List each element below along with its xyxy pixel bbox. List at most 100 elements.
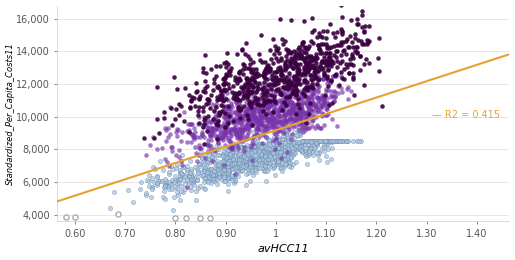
Point [292,87,300,91]
Point [200,118,209,122]
Point [244,165,252,169]
Point [187,177,195,181]
Point [307,102,315,106]
Point [322,60,330,64]
Point [311,126,319,130]
Point [301,110,309,114]
Point [208,129,216,133]
Point [253,84,261,88]
Point [285,70,294,75]
Point [304,85,312,89]
Point [239,116,247,121]
Point [302,69,310,73]
Point [301,46,310,50]
Point [249,152,257,156]
Point [149,136,158,140]
Point [215,86,223,90]
Point [160,126,168,130]
Point [106,206,114,210]
Point [239,164,247,168]
Point [300,19,308,23]
Point [161,184,169,188]
Point [325,61,334,66]
Point [249,141,257,146]
Point [291,119,299,123]
Point [217,89,225,94]
Point [339,40,347,44]
Point [267,151,275,155]
Point [272,78,281,82]
Point [222,117,230,121]
Point [286,74,294,78]
Point [259,165,267,170]
Point [153,181,161,185]
Point [199,125,208,129]
Point [281,162,289,166]
Point [293,117,301,121]
Point [217,166,225,170]
Point [301,74,309,78]
Point [264,119,272,123]
Point [199,70,207,74]
Point [270,121,278,126]
Point [310,74,318,79]
Point [300,80,308,84]
Point [242,137,250,141]
Point [283,58,291,62]
Point [273,89,281,93]
Point [266,102,274,106]
Point [280,154,288,158]
Point [317,104,325,108]
Point [222,74,231,78]
Point [303,151,311,155]
Point [228,150,236,154]
Point [307,58,315,62]
Point [278,129,286,133]
Point [259,132,267,136]
Point [317,139,325,143]
Point [250,91,258,95]
Point [348,54,356,58]
Point [250,134,258,138]
Point [199,162,208,166]
Point [220,87,229,91]
Point [265,92,273,96]
Point [304,139,312,143]
Point [289,148,298,152]
Point [342,87,351,91]
Point [222,112,231,116]
Point [224,62,232,66]
Point [295,122,303,127]
Point [276,92,284,96]
Point [237,130,246,134]
Point [236,104,244,108]
Point [264,150,272,154]
Point [281,145,289,149]
Point [176,177,184,181]
Point [174,128,182,132]
Point [212,148,220,152]
Point [259,110,267,114]
Point [243,87,251,91]
Point [247,114,255,119]
Point [148,187,156,191]
Point [313,141,321,146]
Point [264,152,272,156]
Point [224,168,232,172]
Point [338,76,346,80]
Point [167,123,176,127]
Point [363,42,371,46]
Point [280,100,288,104]
Point [352,139,360,143]
Point [220,88,229,93]
Point [280,125,288,129]
Point [277,156,285,160]
Point [301,94,310,98]
Point [219,167,227,171]
Point [263,157,271,161]
Point [233,76,241,81]
Point [278,157,286,161]
Point [167,145,175,149]
Point [278,105,286,109]
Point [306,147,314,151]
